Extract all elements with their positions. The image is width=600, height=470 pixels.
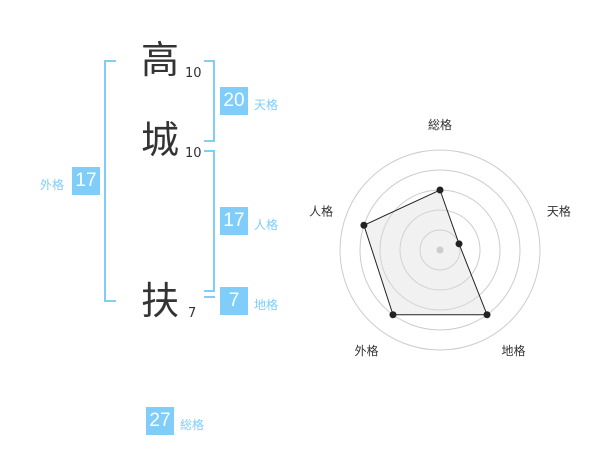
chikaku-value: 7 <box>220 287 248 315</box>
jinkaku-bracket <box>204 150 215 292</box>
chikaku-connector <box>204 296 215 298</box>
radar-axis-label: 地格 <box>501 343 525 358</box>
radar-point <box>360 221 368 229</box>
jinkaku-label: 人格 <box>254 218 279 232</box>
radar-axis-label: 天格 <box>547 203 571 218</box>
tenkaku-label: 天格 <box>254 98 279 112</box>
stroke-count-3: 7 <box>188 306 197 321</box>
stroke-count-2: 10 <box>185 146 202 161</box>
radar-area <box>363 189 488 316</box>
stroke-count-1: 10 <box>185 66 202 81</box>
radar-ring <box>419 229 461 271</box>
soukaku-label: 総格 <box>180 418 205 432</box>
gaikaku-value: 17 <box>72 167 100 195</box>
chikaku-label: 地格 <box>254 298 279 312</box>
radar-axis-label: 人格 <box>309 203 333 218</box>
soukaku-value: 27 <box>146 407 174 435</box>
name-char-1: 高 <box>141 38 180 82</box>
tenkaku-value: 20 <box>220 87 248 115</box>
radar-point <box>436 186 444 194</box>
radar-ring <box>399 209 481 291</box>
radar-point <box>455 240 463 248</box>
radar-ring <box>339 149 541 351</box>
name-char-2: 城 <box>141 118 180 162</box>
radar-point <box>389 311 397 319</box>
gaikaku-label: 外格 <box>40 178 65 192</box>
name-char-3: 扶 <box>141 279 180 323</box>
radar-ring <box>359 169 521 331</box>
radar-point <box>483 311 491 319</box>
gaikaku-bracket <box>104 60 116 302</box>
radar-axis-label: 外格 <box>355 343 379 358</box>
tenkaku-bracket <box>204 60 215 142</box>
radar-center <box>436 246 444 254</box>
radar-axis-label: 総格 <box>428 117 452 132</box>
jinkaku-value: 17 <box>220 207 248 235</box>
